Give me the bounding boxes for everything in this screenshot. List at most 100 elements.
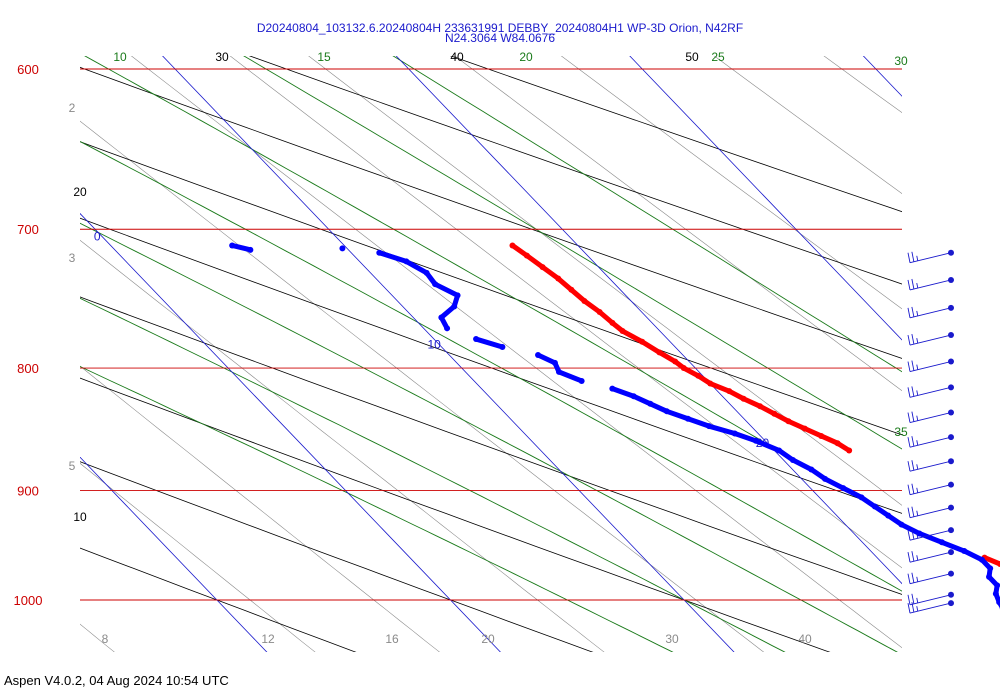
dewpoint-profile-segment [229, 242, 253, 253]
dry-adiabat-line [80, 66, 902, 359]
dewpoint-profile-point [444, 325, 451, 332]
dewpoint-profile-point [994, 582, 1000, 589]
wind-barb-dot [948, 409, 954, 416]
wind-barb-flag [911, 306, 915, 318]
isotherm-line [395, 56, 902, 585]
dry-adiabat-label: 30 [215, 50, 229, 64]
dewpoint-profile-point [339, 245, 346, 252]
wind-barb-half [916, 597, 919, 603]
dewpoint-profile-point [555, 368, 562, 375]
dewpoint-profile-segment [732, 431, 759, 444]
wind-barb-staff [909, 551, 952, 563]
wind-barb [907, 481, 954, 496]
wind-barb-flag [907, 412, 911, 423]
dewpoint-profile-segment [961, 548, 985, 563]
wind-barb-flag [907, 387, 911, 398]
temperature-profile-point [680, 365, 687, 372]
temperature-profile-point [707, 380, 714, 387]
temperature-profile-segment [524, 253, 546, 270]
dewpoint-profile-point [978, 556, 985, 563]
pressure-label: 800 [17, 361, 39, 376]
temperature-profile-point [656, 349, 663, 356]
wind-barb-dot [948, 504, 954, 511]
sounding-profiles [229, 242, 1000, 610]
mixing-ratio-line [713, 56, 902, 195]
mixing-ratio-label: 12 [261, 632, 275, 646]
wind-barb-staff [909, 507, 952, 519]
isotherm-line [0, 16, 41, 661]
isotherm-label: 0 [94, 230, 101, 244]
dewpoint-profile-point [731, 430, 738, 437]
wind-barb-dot [948, 304, 954, 311]
wind-barb-half [916, 415, 919, 421]
wind-barb [907, 504, 954, 519]
mixing-ratio-label: 8 [102, 632, 109, 646]
wind-barb-dot [948, 332, 954, 339]
temperature-profile-point [509, 242, 516, 249]
wind-barb-staff [909, 307, 952, 319]
temperature-profile-point [997, 561, 1000, 568]
wind-barb-flag [907, 252, 911, 263]
wind-barb-staff [909, 484, 952, 496]
wind-barb-flag [911, 572, 915, 583]
mixing-ratio-line [80, 120, 765, 652]
wind-barb-staff [909, 386, 952, 398]
dewpoint-profile-segment [899, 522, 922, 536]
wind-barb [907, 434, 954, 448]
wind-barb-dot [948, 570, 954, 577]
temperature-profile-point [740, 395, 747, 402]
temperature-profile-point [757, 403, 764, 410]
wind-barb-staff [909, 436, 952, 448]
chart-title-line1: D20240804_103132.6.20240804H 233631991 D… [257, 21, 743, 35]
mixing-ratio-line [80, 365, 440, 652]
moist-adiabat-line [80, 366, 674, 652]
wind-barb-flag [911, 483, 915, 494]
mixing-ratio-label: 16 [385, 632, 399, 646]
dry-adiabat-line [80, 461, 594, 652]
pressure-label: 1000 [14, 593, 43, 608]
temperature-profile-point [846, 447, 853, 454]
wind-barb-flag [911, 251, 915, 262]
dewpoint-profile-point [986, 573, 993, 580]
wind-barb-flag [911, 460, 915, 471]
isotherms [0, 16, 902, 661]
isotherm-line [80, 456, 268, 652]
wind-barb-flag [907, 484, 911, 495]
wind-barb-staff [909, 252, 952, 264]
mixing-ratio-label: 5 [69, 459, 76, 473]
wind-barb [907, 409, 954, 423]
dewpoint-profile-point [996, 599, 1000, 606]
temperature-profile-segment [540, 264, 561, 282]
dewpoint-profile-point [647, 400, 654, 407]
dewpoint-profile-point [821, 475, 828, 482]
dewpoint-profile-point [423, 269, 430, 276]
wind-barb [907, 549, 954, 563]
dry-adiabat-label: 20 [73, 185, 87, 199]
wind-barb-staff [909, 594, 952, 606]
wind-barb-half [916, 390, 919, 396]
mixing-ratio-line [80, 462, 316, 652]
temperature-profile-point [596, 308, 603, 315]
temperature-profile-segment [620, 328, 645, 345]
dewpoint-profile-point [961, 548, 968, 555]
wind-barb-half [916, 364, 919, 370]
dewpoint-profile-point [706, 423, 713, 430]
dewpoint-profile-segment [432, 281, 461, 298]
moist-adiabat-label: 20 [519, 50, 533, 64]
temperature-profile-point [818, 432, 825, 439]
dewpoint-profile-point [858, 494, 865, 501]
dewpoint-profile-point [403, 258, 410, 265]
dewpoint-profile-point [535, 351, 542, 358]
dewpoint-profile-point [247, 246, 254, 253]
dewpoint-profile-point [630, 393, 637, 400]
temperature-profile-point [568, 286, 575, 293]
mixing-ratio-line [229, 56, 902, 569]
wind-barb-flag [911, 436, 915, 447]
dewpoint-profile-segment [556, 369, 585, 384]
wind-barb-flag [907, 594, 911, 605]
mixing-ratio-line [130, 56, 902, 649]
dewpoint-profile-segment [664, 408, 691, 422]
wind-barb-staff [909, 361, 952, 372]
wind-barb-dot [948, 276, 954, 283]
